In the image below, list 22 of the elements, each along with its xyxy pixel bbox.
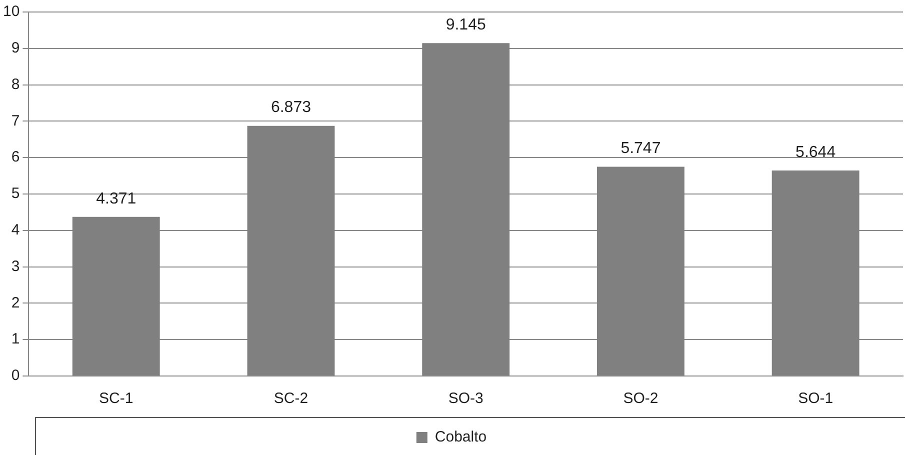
y-tick-label: 3 [11, 258, 20, 275]
x-tick-label: SC-2 [274, 390, 308, 408]
y-tick-label: 0 [11, 367, 20, 384]
y-tick-label: 4 [11, 222, 20, 239]
data-label: 5.747 [620, 140, 661, 158]
x-tick-label: SC-1 [99, 390, 134, 408]
x-tick-label: SO-1 [798, 390, 834, 408]
x-tick-label: SO-2 [623, 390, 658, 408]
y-tick-label: 8 [11, 76, 20, 93]
y-tick-label: 9 [11, 40, 20, 57]
data-label: 4.371 [96, 190, 136, 208]
y-tick-label: 5 [11, 185, 20, 202]
legend-label: Cobalto [434, 428, 487, 446]
x-tick-label: SO-3 [448, 390, 484, 408]
y-tick-label: 7 [11, 112, 20, 130]
y-tick-label: 1 [11, 330, 20, 348]
y-tick-label: 10 [2, 3, 20, 20]
data-label: 5.644 [796, 144, 836, 161]
data-label: 9.145 [446, 16, 486, 34]
y-tick-label: 2 [11, 294, 20, 312]
data-label: 6.873 [270, 99, 312, 116]
y-tick-label: 6 [11, 148, 20, 166]
